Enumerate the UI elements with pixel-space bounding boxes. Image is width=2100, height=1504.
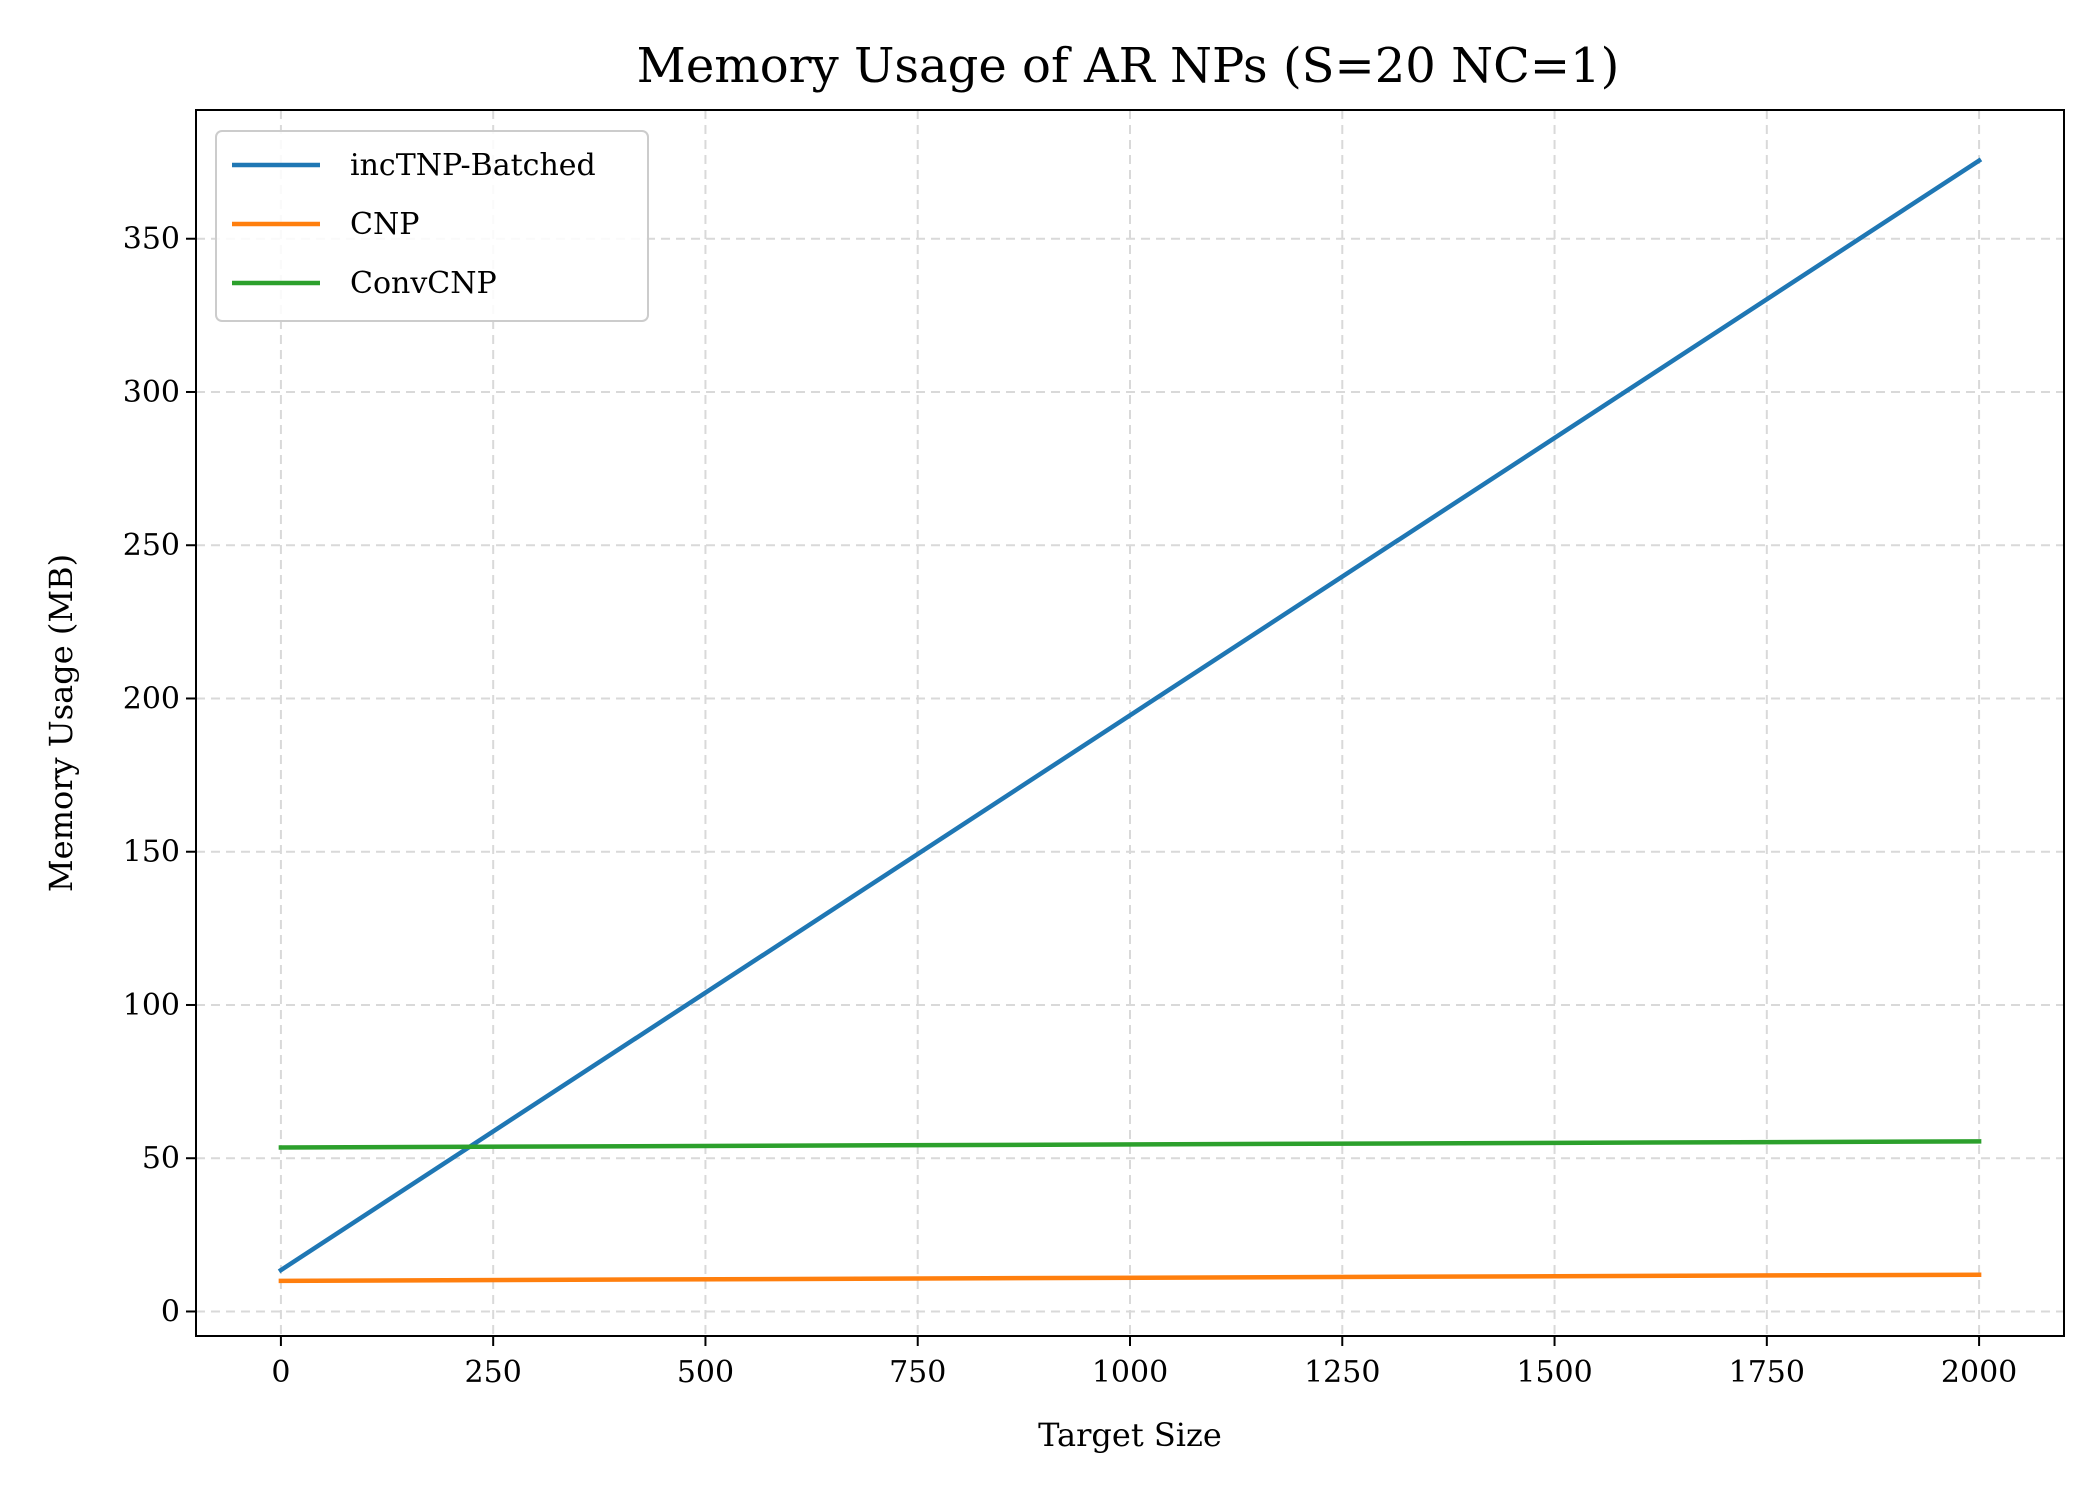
y-tick-label: 200 [123,681,180,716]
y-axis: 0 50 100 150 200 250 300 350 [123,222,196,1329]
y-tick-label: 150 [123,835,180,870]
legend-item-cnp: CNP [232,207,419,242]
y-tick-label: 50 [142,1141,180,1176]
y-tick-label: 250 [123,528,180,563]
legend-label: CNP [350,207,419,242]
legend-label: incTNP-Batched [350,148,596,183]
x-tick-label: 2000 [1941,1355,2017,1390]
x-tick-label: 750 [889,1355,946,1390]
series-line-cnp [278,1272,1982,1284]
y-tick-label: 0 [161,1294,180,1329]
x-axis-label: Target Size [1038,1416,1222,1454]
legend: incTNP-Batched CNP ConvCNP [215,130,649,322]
x-tick-label: 1750 [1729,1355,1805,1390]
y-axis-label: Memory Usage (MB) [42,554,80,892]
series-line-inctnp-batched [277,157,1983,1274]
y-tick-label: 300 [123,375,180,410]
chart-title: Memory Usage of AR NPs (S=20 NC=1) [637,38,1620,94]
x-axis: 0 250 500 750 1000 1250 1500 1750 2000 [271,1336,2017,1390]
legend-label: ConvCNP [350,266,497,301]
series-line-convcnp [278,1139,1982,1150]
x-tick-label: 1000 [1092,1355,1168,1390]
legend-frame [215,130,649,322]
y-tick-label: 350 [123,222,180,257]
x-tick-label: 0 [271,1355,290,1390]
x-tick-label: 250 [465,1355,522,1390]
legend-item-convcnp: ConvCNP [232,266,497,301]
grid [196,110,2064,1336]
legend-item-inctnp-batched: incTNP-Batched [232,148,596,183]
y-tick-label: 100 [123,988,180,1023]
x-tick-label: 1500 [1516,1355,1592,1390]
x-tick-label: 500 [677,1355,734,1390]
series-lines [277,157,1983,1284]
x-tick-label: 1250 [1304,1355,1380,1390]
